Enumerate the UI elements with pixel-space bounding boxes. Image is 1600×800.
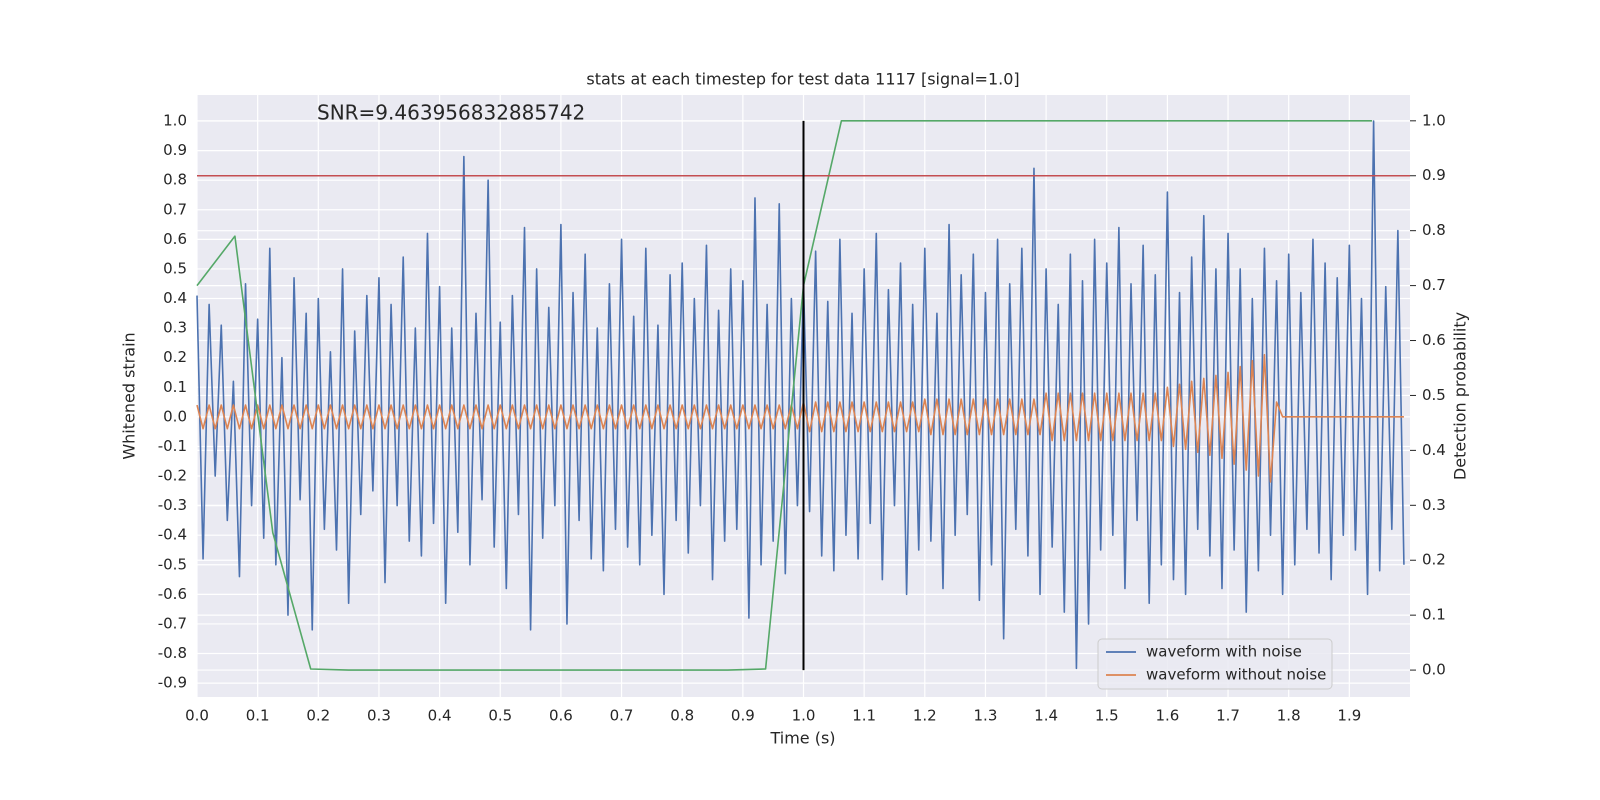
- y-tick-label: 0.3: [163, 319, 187, 337]
- y-tick-label: -0.5: [158, 555, 187, 573]
- x-tick-label: 0.4: [428, 707, 452, 725]
- y2-tick-label: 0.0: [1422, 661, 1446, 679]
- x-tick-label: 0.3: [367, 707, 391, 725]
- y2-tick-label: 0.5: [1422, 386, 1446, 404]
- y-axis-label: Whitened strain: [120, 332, 139, 459]
- y-tick-label: -0.3: [158, 496, 187, 514]
- x-tick-label: 0.6: [549, 707, 573, 725]
- y-tick-label: -0.4: [158, 526, 187, 544]
- x-tick-label: 1.5: [1095, 707, 1119, 725]
- y-tick-label: 0.1: [163, 378, 187, 396]
- y2-tick-label: 0.3: [1422, 496, 1446, 514]
- x-tick-label: 0.7: [610, 707, 634, 725]
- y2-tick-label: 0.4: [1422, 441, 1446, 459]
- y-tick-label: 1.0: [163, 112, 187, 130]
- y-tick-label: -0.8: [158, 644, 187, 662]
- x-tick-label: 1.4: [1034, 707, 1058, 725]
- series-line: [196, 120, 1405, 670]
- labels: 0.0 0.1 0.2 0.3 0.4 0.5 0.6 0.7 0.8 0.9 1.0 1.1 1.2 1…: [158, 111, 1446, 724]
- y-tick-label: 0.6: [163, 230, 187, 248]
- chart-title: stats at each timestep for test data 111…: [586, 70, 1019, 89]
- x-tick-label: 0.9: [731, 707, 755, 725]
- y-tick-label: -0.7: [158, 614, 187, 632]
- y-tick-label: -0.9: [158, 674, 187, 692]
- x-tick-label: 1.9: [1337, 707, 1361, 725]
- x-tick-label: 1.7: [1216, 707, 1240, 725]
- y2-tick-label: 0.6: [1422, 331, 1446, 349]
- x-tick-label: 1.2: [913, 707, 937, 725]
- y-tick-label: 0.4: [163, 289, 187, 307]
- x-tick-label: 0.5: [488, 707, 512, 725]
- y-tick-label: 0.7: [163, 200, 187, 218]
- y2-tick-label: 0.7: [1422, 276, 1446, 294]
- y2-tick-label: 0.2: [1422, 551, 1446, 569]
- legend-label: waveform with noise: [1146, 643, 1302, 661]
- y2-axis-label: Detection probability: [1451, 312, 1470, 480]
- y2-tick-label: 0.1: [1422, 606, 1446, 624]
- x-tick-label: 1.8: [1277, 707, 1301, 725]
- series-line: [196, 353, 1404, 483]
- x-tick-label: 1.3: [974, 707, 998, 725]
- y-tick-label: 0.9: [163, 141, 187, 159]
- y-tick-label: 0.8: [163, 171, 187, 189]
- y-tick-label: -0.6: [158, 585, 187, 603]
- y-tick-label: 0.0: [163, 407, 187, 425]
- y-tick-label: 0.5: [163, 259, 187, 277]
- y2-tick-label: 0.8: [1422, 221, 1446, 239]
- y-tick-label: 0.2: [163, 348, 187, 366]
- marks: [196, 120, 1410, 671]
- y-tick-label: -0.2: [158, 467, 187, 485]
- x-tick-label: 1.0: [792, 707, 816, 725]
- legend-box: [1097, 638, 1333, 690]
- x-axis-label: Time (s): [769, 729, 835, 748]
- y2-tick-label: 1.0: [1422, 111, 1446, 129]
- legend-label: waveform without noise: [1146, 666, 1326, 684]
- x-tick-label: 1.1: [852, 707, 876, 725]
- x-tick-label: 0.1: [246, 707, 270, 725]
- y-tick-label: -0.1: [158, 437, 187, 455]
- x-tick-label: 0.8: [670, 707, 694, 725]
- y2-tick-label: 0.9: [1422, 166, 1446, 184]
- series-line: [196, 120, 1373, 671]
- x-tick-label: 1.6: [1155, 707, 1179, 725]
- x-tick-label: 0.2: [306, 707, 330, 725]
- annotation: SNR=9.463956832885742: [317, 101, 585, 125]
- x-tick-label: 0.0: [185, 707, 209, 725]
